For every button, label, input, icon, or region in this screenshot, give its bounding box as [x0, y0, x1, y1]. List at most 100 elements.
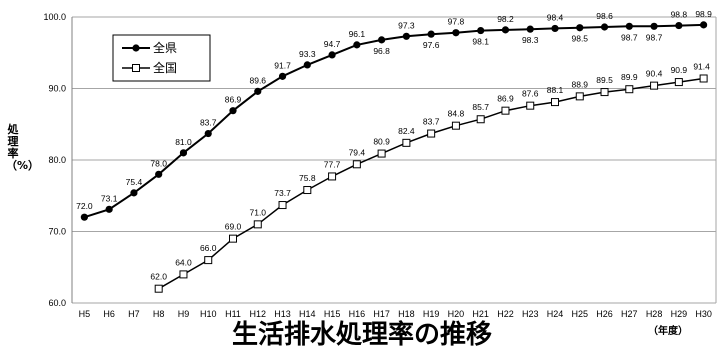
x-tick-label: H20 [448, 309, 465, 319]
x-tick-label: H16 [349, 309, 366, 319]
data-point-zenkoku [526, 101, 535, 110]
x-axis-tick-labels: H5 H6 H7 H8 H9 H10 H11 H12 H13 H14 H15 H16 H17 H18 H19… [79, 309, 712, 319]
data-label-zenken: 97.3 [398, 20, 415, 30]
data-label-zenken: 98.6 [596, 11, 613, 21]
data-label-zenken: 86.9 [225, 95, 242, 105]
data-label-zenkoku: 86.9 [497, 94, 514, 104]
data-point-zenkoku [229, 234, 237, 243]
data-label-zenkoku: 62.0 [150, 272, 167, 282]
data-point-zenken [477, 26, 485, 35]
data-point-zenken [402, 32, 410, 40]
data-label-zenkoku: 89.9 [621, 72, 638, 82]
data-point-zenkoku [377, 149, 386, 158]
y-tick-label: 100.0 [43, 12, 66, 22]
data-label-zenkoku: 85.7 [472, 102, 489, 112]
data-label-zenkoku: 75.8 [299, 173, 316, 183]
data-label-zenken: 94.7 [324, 39, 341, 49]
data-label-zenkoku: 79.4 [349, 147, 366, 157]
data-label-zenken: 98.9 [695, 9, 712, 19]
y-tick-label: 80.0 [48, 155, 66, 165]
data-point-zenkoku [427, 129, 436, 138]
x-tick-label: H18 [398, 309, 415, 319]
data-label-zenkoku: 77.7 [324, 159, 341, 169]
y-axis-tick-labels: 60.0 70.0 80.0 90.0 100.0 [43, 12, 66, 308]
data-label-zenkoku: 71.0 [249, 207, 266, 217]
data-label-zenken: 78.0 [150, 158, 167, 168]
data-point-zenkoku [328, 172, 337, 181]
data-point-zenken [303, 61, 311, 69]
data-point-zenken [650, 22, 658, 30]
data-label-zenken: 97.8 [448, 17, 465, 27]
data-label-zenkoku: 64.0 [175, 257, 192, 267]
data-label-zenkoku: 89.5 [596, 75, 613, 85]
x-tick-label: H25 [572, 309, 589, 319]
data-point-zenken [501, 26, 510, 34]
chart-title: 生活排水処理率の推移 [231, 320, 492, 350]
data-label-zenkoku: 69.0 [225, 222, 242, 232]
data-point-zenken [700, 21, 708, 29]
data-point-zenken [600, 23, 609, 31]
data-point-zenkoku [451, 121, 460, 130]
x-tick-label: H27 [621, 309, 638, 319]
data-point-zenkoku [303, 186, 312, 195]
y-tick-label: 90.0 [48, 84, 66, 94]
x-tick-label: H24 [547, 309, 564, 319]
data-point-zenkoku [154, 284, 163, 293]
data-point-zenkoku [402, 138, 411, 147]
data-point-zenken [625, 22, 633, 30]
data-label-zenken: 73.1 [101, 193, 118, 203]
data-point-zenkoku [501, 106, 510, 115]
data-point-zenkoku [625, 85, 634, 94]
data-label-zenken: 93.3 [299, 49, 316, 59]
data-point-zenkoku [600, 88, 609, 97]
data-point-zenken [80, 213, 88, 221]
data-label-zenken: 96.1 [349, 29, 366, 39]
y-tick-label: 60.0 [48, 298, 66, 308]
data-point-zenken [353, 41, 361, 49]
data-label-zenken: 98.5 [571, 34, 588, 44]
data-point-zenken [378, 36, 386, 44]
x-tick-label: H30 [695, 309, 712, 319]
legend-marker-zenken [132, 44, 140, 52]
data-label-zenkoku: 66.0 [200, 243, 217, 253]
data-label-zenkoku: 90.9 [671, 65, 688, 75]
x-axis-unit-label: （年度） [648, 326, 688, 337]
data-point-zenken [576, 24, 584, 32]
data-label-zenkoku: 90.4 [646, 69, 663, 79]
legend-box [112, 34, 211, 82]
x-tick-label: H19 [423, 309, 440, 319]
data-label-zenken: 72.0 [76, 201, 93, 211]
data-label-zenkoku: 84.8 [448, 109, 465, 119]
data-point-zenken [155, 170, 163, 178]
data-point-zenkoku [699, 74, 708, 83]
legend-label-zenken: 全県 [153, 40, 177, 55]
data-point-zenkoku [575, 92, 584, 101]
data-label-zenken: 75.4 [126, 177, 143, 187]
x-tick-label: H22 [497, 309, 514, 319]
x-tick-label: H9 [178, 309, 190, 319]
data-label-zenken: 98.3 [522, 35, 539, 45]
data-label-zenkoku: 73.7 [274, 188, 291, 198]
data-point-zenken [254, 87, 262, 95]
data-point-zenken [105, 205, 113, 213]
y-tick-label: 70.0 [48, 227, 66, 237]
x-tick-label: H12 [250, 309, 267, 319]
data-label-zenken: 98.8 [671, 10, 688, 20]
data-point-zenkoku [476, 115, 485, 124]
data-label-zenken: 96.8 [373, 46, 390, 56]
x-tick-label: H29 [671, 309, 688, 319]
data-label-zenken: 98.1 [472, 37, 489, 47]
data-label-zenken: 91.7 [274, 60, 291, 70]
x-tick-label: H23 [522, 309, 539, 319]
data-label-zenken: 98.7 [646, 32, 663, 42]
data-point-zenken [452, 29, 460, 37]
x-tick-label: H8 [153, 309, 165, 319]
data-point-zenken [130, 189, 138, 197]
data-label-zenkoku: 88.1 [547, 85, 564, 95]
data-point-zenkoku [179, 270, 188, 279]
data-point-zenkoku [352, 160, 361, 169]
x-tick-label: H6 [103, 309, 115, 319]
x-tick-label: H28 [646, 309, 663, 319]
x-tick-label: H7 [128, 309, 140, 319]
data-point-zenkoku [551, 98, 559, 107]
